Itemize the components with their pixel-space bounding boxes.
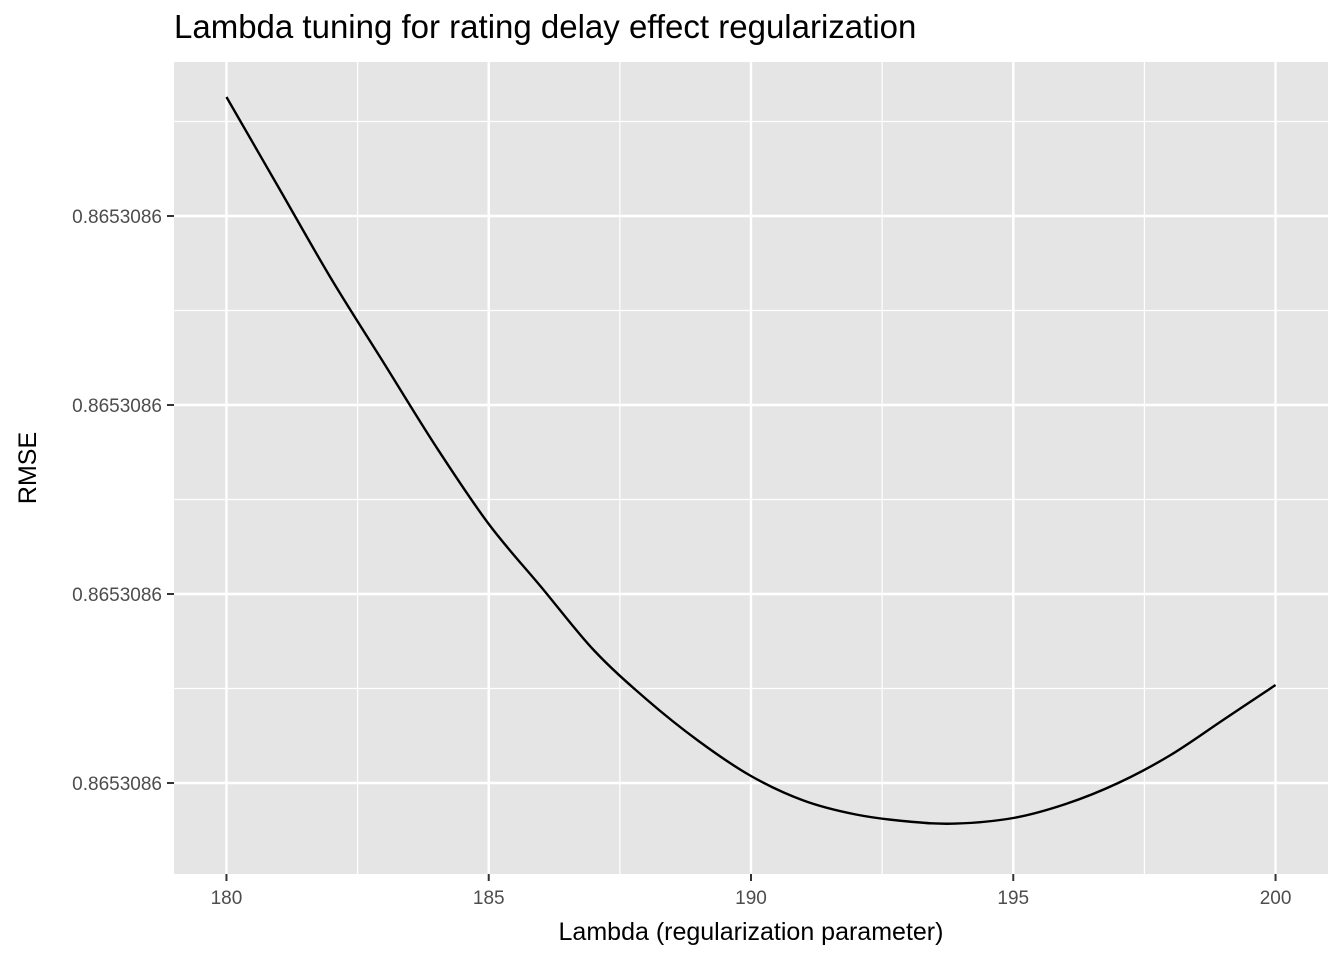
x-tick-label: 200 — [1260, 888, 1292, 909]
y-tick-label: 0.8653086 — [72, 207, 162, 228]
x-axis: 180 185 190 195 200 — [211, 874, 1292, 909]
y-axis-title: RMSE — [14, 432, 42, 504]
x-tick-label: 195 — [997, 888, 1029, 909]
x-tick-label: 190 — [735, 888, 767, 909]
chart-title: Lambda tuning for rating delay effect re… — [174, 8, 917, 45]
y-tick-label: 0.8653086 — [72, 396, 162, 417]
y-tick-label: 0.8653086 — [72, 774, 162, 795]
rmse-line — [225, 96, 1277, 825]
major-gridlines — [174, 62, 1328, 874]
series-layer — [225, 96, 1277, 825]
x-tick-label: 185 — [473, 888, 505, 909]
y-tick-label: 0.8653086 — [72, 585, 162, 606]
x-tick-label: 180 — [211, 888, 243, 909]
x-axis-title: Lambda (regularization parameter) — [559, 918, 944, 946]
y-axis: 0.8653086 0.8653086 0.8653086 0.8653086 — [72, 207, 174, 795]
